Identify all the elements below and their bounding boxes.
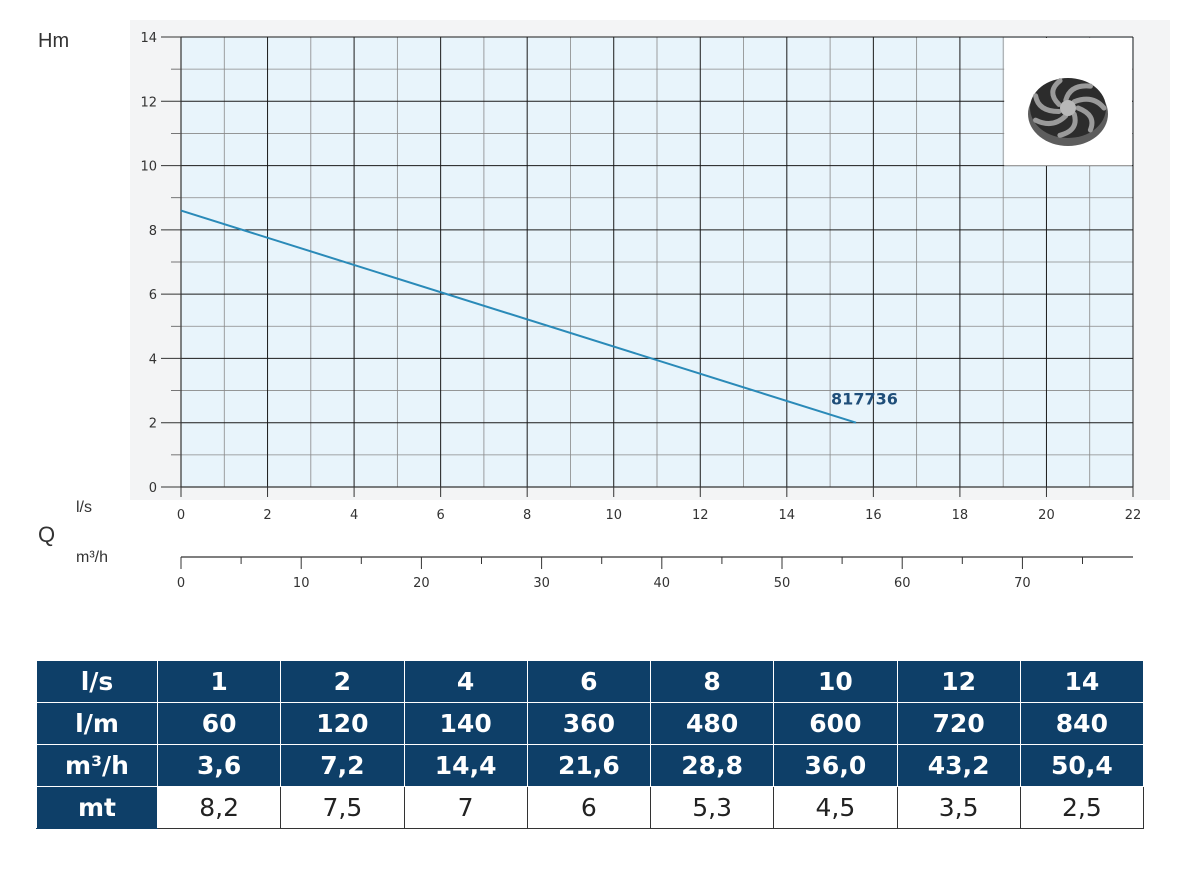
table-cell: 480 — [649, 702, 775, 745]
table-cell: 10 — [773, 660, 898, 703]
impeller-icon-vane — [1033, 93, 1062, 114]
row-label: l/m — [36, 702, 158, 745]
impeller-icon-vane — [1033, 113, 1069, 127]
table-cell: 2,5 — [1019, 786, 1145, 829]
x2-tick-label: 0 — [177, 576, 185, 591]
x2-tick-label: 60 — [894, 576, 911, 591]
table-cell: 360 — [526, 702, 652, 745]
y-tick-label: 0 — [149, 481, 157, 496]
table-cell: 7,5 — [280, 786, 405, 829]
table-cell: 14 — [1019, 660, 1145, 703]
series-label: 817736 — [831, 390, 898, 409]
x-axis-unit-secondary: m³/h — [76, 549, 108, 566]
table-cell: 120 — [280, 702, 405, 745]
y-tick-label: 14 — [140, 31, 157, 46]
impeller-icon-vane — [1057, 111, 1078, 138]
table-cell: 600 — [773, 702, 898, 745]
row-label: mt — [36, 786, 158, 829]
x2-tick-label: 40 — [654, 576, 671, 591]
table-cell: 4,5 — [773, 786, 898, 829]
y-tick-label: 4 — [149, 352, 157, 367]
table-row: l/m 60 120 140 360 480 600 720 840 — [36, 702, 1145, 745]
table-cell: 12 — [896, 660, 1021, 703]
table-cell: 7,2 — [280, 744, 405, 787]
chart: Hm l/s Q m³/h 0 2 4 6 8 10 12 14 0 2 4 6 8 10 12 14 16 18… — [38, 20, 1170, 591]
y-tick-label: 10 — [140, 160, 157, 175]
table-row: l/s 1 2 4 6 8 10 12 14 — [36, 660, 1145, 703]
x-tick-label: 22 — [1125, 508, 1142, 523]
table-cell: 43,2 — [896, 744, 1021, 787]
table-cell: 720 — [896, 702, 1021, 745]
x-tick-label: 2 — [263, 508, 271, 523]
table-cell: 8 — [649, 660, 775, 703]
y-tick-label: 6 — [149, 288, 157, 303]
table-cell: 6 — [526, 786, 652, 829]
table-row: mt 8,2 7,5 7 6 5,3 4,5 3,5 2,5 — [36, 786, 1145, 829]
impeller-icon-hub — [1060, 100, 1076, 116]
x-axis-unit-primary: l/s — [76, 499, 92, 516]
table-cell: 4 — [403, 660, 528, 703]
x-tick-label: 12 — [692, 508, 709, 523]
table-cell: 28,8 — [649, 744, 775, 787]
table-cell: 3,5 — [896, 786, 1021, 829]
y-tick-label: 8 — [149, 224, 157, 239]
table-cell: 7 — [403, 786, 528, 829]
x2-tick-label: 50 — [774, 576, 791, 591]
table-cell: 14,4 — [403, 744, 528, 787]
table-cell: 840 — [1019, 702, 1145, 745]
table-cell: 5,3 — [649, 786, 775, 829]
x-tick-label: 0 — [177, 508, 185, 523]
table-cell: 6 — [526, 660, 652, 703]
x-tick-label: 4 — [350, 508, 358, 523]
x2-tick-label: 10 — [293, 576, 310, 591]
chart-svg: 0 2 4 6 8 10 12 14 0 2 4 6 8 10 12 14 16 18 20 22 0 10 20 30 40 5… — [130, 20, 1170, 591]
x-axis-title: Q — [38, 522, 56, 547]
x-tick-label: 18 — [952, 508, 969, 523]
table-cell: 60 — [156, 702, 282, 745]
table-cell: 50,4 — [1019, 744, 1145, 787]
y-axis-title: Hm — [38, 30, 70, 52]
row-label: l/s — [36, 660, 158, 703]
table-cell: 36,0 — [773, 744, 898, 787]
impeller-icon-vane — [1050, 78, 1063, 108]
table-cell: 140 — [403, 702, 528, 745]
table-row: m³/h 3,6 7,2 14,4 21,6 28,8 36,0 43,2 50,4 — [36, 744, 1145, 787]
x-tick-label: 6 — [436, 508, 444, 523]
y-tick-label: 12 — [140, 95, 157, 110]
x2-tick-label: 70 — [1014, 576, 1031, 591]
x-tick-label: 8 — [523, 508, 531, 523]
x2-tick-label: 30 — [533, 576, 550, 591]
impeller-icon-vane — [1063, 83, 1094, 103]
table-cell: 1 — [156, 660, 282, 703]
impeller-icon-vane — [1075, 105, 1095, 133]
table-cell: 3,6 — [156, 744, 282, 787]
x-tick-label: 10 — [605, 508, 622, 523]
x2-tick-label: 20 — [413, 576, 430, 591]
table-cell: 2 — [280, 660, 405, 703]
impeller-icon-vane — [1071, 96, 1107, 111]
x-tick-label: 20 — [1038, 508, 1055, 523]
row-label: m³/h — [36, 744, 158, 787]
table-cell: 21,6 — [526, 744, 652, 787]
performance-table: l/s 1 2 4 6 8 10 12 14 l/m 60 120 140 360 480 600 720 840… — [36, 660, 1145, 829]
table-cell: 8,2 — [156, 786, 282, 829]
y-tick-label: 2 — [149, 417, 157, 432]
x-tick-label: 14 — [779, 508, 796, 523]
x-tick-label: 16 — [865, 508, 882, 523]
series-line — [180, 209, 857, 424]
